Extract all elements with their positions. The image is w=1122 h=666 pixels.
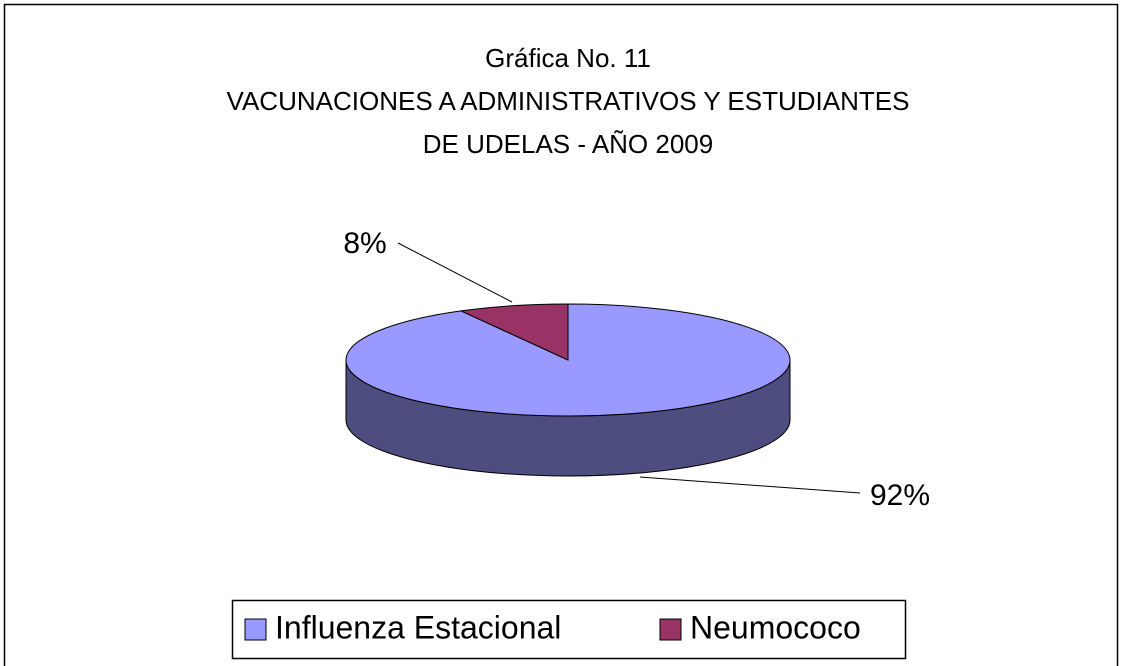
chart-title: Gráfica No. 11 (485, 43, 651, 73)
legend-label: Influenza Estacional (275, 609, 561, 645)
legend-box (231, 599, 907, 660)
legend-label: Neumococo (690, 609, 861, 645)
leader-line (639, 476, 861, 494)
legend-swatch (659, 618, 682, 641)
legend-swatch (244, 618, 267, 641)
data-label: 8% (343, 227, 386, 260)
chart-title: VACUNACIONES A ADMINISTRATIVOS Y ESTUDIA… (227, 86, 910, 116)
pie-slice (459, 303, 569, 361)
pie-slice (345, 303, 791, 417)
leader-line (397, 242, 513, 303)
data-label: 92% (870, 479, 930, 512)
chart-title: DE UDELAS - AÑO 2009 (423, 129, 713, 159)
